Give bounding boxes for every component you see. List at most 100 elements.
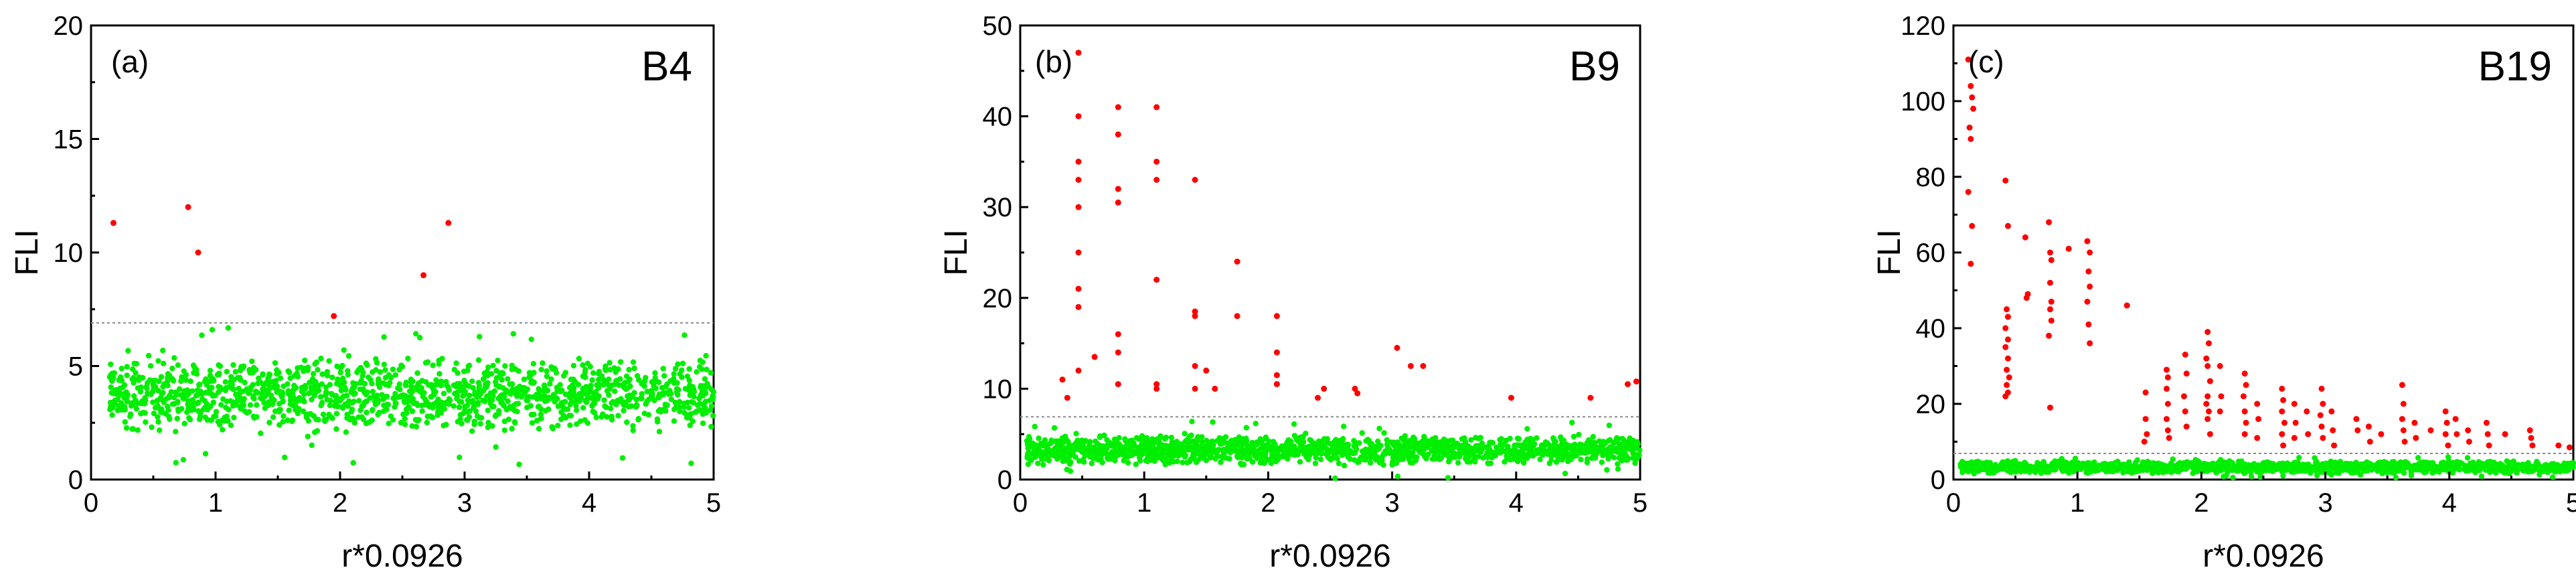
regular-orbit-point bbox=[2111, 465, 2117, 472]
regular-orbit-point bbox=[1524, 426, 1530, 432]
regular-orbit-point bbox=[671, 371, 677, 377]
regular-orbit-point bbox=[249, 358, 255, 364]
regular-orbit-point bbox=[466, 362, 473, 368]
regular-orbit-point bbox=[1558, 441, 1565, 447]
regular-orbit-point bbox=[238, 364, 244, 370]
regular-orbit-point bbox=[375, 400, 381, 406]
regular-orbit-point bbox=[1593, 455, 1599, 461]
chaotic-orbit-point bbox=[1153, 381, 1160, 388]
regular-orbit-point bbox=[1341, 423, 1347, 429]
regular-orbit-point bbox=[477, 391, 483, 397]
regular-orbit-point bbox=[313, 388, 320, 394]
regular-orbit-point bbox=[1601, 439, 1607, 445]
chaotic-orbit-point bbox=[2555, 442, 2562, 449]
regular-orbit-point bbox=[160, 390, 166, 396]
regular-orbit-point bbox=[1382, 448, 1388, 454]
y-tick-label: 120 bbox=[1901, 11, 1945, 41]
regular-orbit-point bbox=[602, 367, 609, 373]
regular-orbit-point bbox=[220, 396, 226, 403]
regular-orbit-point bbox=[1355, 459, 1361, 465]
regular-orbit-point bbox=[2125, 460, 2131, 467]
regular-orbit-point bbox=[1262, 443, 1268, 449]
y-tick-label: 30 bbox=[983, 193, 1013, 222]
chaotic-orbit-point bbox=[2002, 393, 2009, 400]
regular-orbit-point bbox=[2134, 457, 2140, 463]
regular-orbit-point bbox=[292, 396, 299, 403]
chaotic-orbit-point bbox=[2166, 435, 2172, 441]
regular-orbit-point bbox=[256, 375, 262, 381]
chaotic-orbit-point bbox=[2318, 423, 2325, 430]
regular-orbit-point bbox=[1632, 451, 1638, 457]
regular-orbit-point bbox=[1262, 453, 1269, 459]
regular-orbit-point bbox=[1502, 459, 1508, 465]
x-tick-label: 0 bbox=[1946, 488, 1961, 518]
chaotic-orbit-point bbox=[2291, 435, 2298, 441]
regular-orbit-point bbox=[2091, 463, 2098, 469]
regular-orbit-point bbox=[410, 401, 416, 407]
regular-orbit-point bbox=[124, 398, 131, 405]
regular-orbit-point bbox=[1091, 445, 1097, 451]
regular-orbit-point bbox=[681, 404, 688, 410]
regular-orbit-point bbox=[510, 331, 516, 337]
regular-orbit-point bbox=[280, 398, 286, 405]
regular-orbit-point bbox=[616, 382, 623, 388]
chaotic-orbit-point bbox=[2292, 419, 2299, 426]
regular-orbit-point bbox=[359, 373, 366, 379]
regular-orbit-point bbox=[1621, 437, 1627, 443]
chaotic-orbit-point bbox=[1587, 394, 1594, 401]
regular-orbit-point bbox=[504, 388, 510, 394]
regular-orbit-point bbox=[570, 362, 577, 369]
chaotic-orbit-point bbox=[2144, 431, 2150, 437]
regular-orbit-point bbox=[359, 366, 365, 372]
regular-orbit-point bbox=[1352, 444, 1359, 450]
regular-orbit-point bbox=[541, 382, 548, 388]
regular-orbit-point bbox=[1338, 449, 1344, 456]
regular-orbit-point bbox=[528, 378, 535, 384]
regular-orbit-point bbox=[2367, 461, 2373, 467]
regular-orbit-point bbox=[191, 364, 198, 371]
chaotic-orbit-point bbox=[2304, 408, 2310, 415]
regular-orbit-point bbox=[1633, 441, 1639, 447]
regular-orbit-point bbox=[202, 414, 208, 421]
regular-orbit-point bbox=[630, 359, 637, 365]
regular-orbit-point bbox=[1123, 450, 1129, 457]
regular-orbit-point bbox=[630, 423, 636, 429]
regular-orbit-point bbox=[308, 384, 314, 390]
regular-orbit-point bbox=[433, 382, 439, 388]
regular-orbit-point bbox=[2491, 465, 2497, 472]
regular-orbit-point bbox=[1138, 449, 1145, 455]
regular-orbit-point bbox=[440, 423, 447, 429]
regular-orbit-point bbox=[434, 409, 441, 415]
regular-orbit-point bbox=[681, 332, 688, 338]
regular-orbit-point bbox=[634, 373, 641, 379]
regular-orbit-point bbox=[613, 369, 619, 375]
regular-orbit-point bbox=[451, 403, 457, 409]
regular-orbit-point bbox=[461, 384, 467, 390]
x-tick-label: 5 bbox=[2566, 488, 2576, 518]
regular-orbit-point bbox=[1112, 455, 1118, 461]
regular-orbit-point bbox=[155, 414, 161, 420]
regular-orbit-point bbox=[2408, 472, 2415, 479]
regular-orbit-point bbox=[2453, 463, 2459, 469]
regular-orbit-point bbox=[386, 421, 392, 427]
regular-orbit-point bbox=[698, 392, 704, 398]
regular-orbit-point bbox=[457, 412, 463, 418]
regular-orbit-point bbox=[1381, 430, 1387, 436]
regular-orbit-point bbox=[413, 331, 419, 337]
regular-orbit-point bbox=[485, 364, 491, 370]
regular-orbit-point bbox=[1304, 446, 1310, 452]
chaotic-orbit-point bbox=[2526, 427, 2533, 433]
chaotic-orbit-point bbox=[1075, 285, 1082, 292]
regular-orbit-point bbox=[228, 422, 234, 429]
regular-orbit-point bbox=[2415, 455, 2421, 461]
regular-orbit-point bbox=[1574, 453, 1580, 459]
regular-orbit-point bbox=[2507, 463, 2514, 470]
chaotic-orbit-point bbox=[2217, 408, 2223, 415]
regular-orbit-point bbox=[1516, 436, 1522, 442]
regular-orbit-point bbox=[486, 392, 492, 398]
regular-orbit-point bbox=[258, 430, 264, 437]
chaotic-orbit-point bbox=[1075, 113, 1082, 120]
regular-orbit-point bbox=[1414, 454, 1420, 460]
chaotic-orbit-point bbox=[2164, 401, 2171, 407]
regular-orbit-point bbox=[315, 382, 322, 389]
